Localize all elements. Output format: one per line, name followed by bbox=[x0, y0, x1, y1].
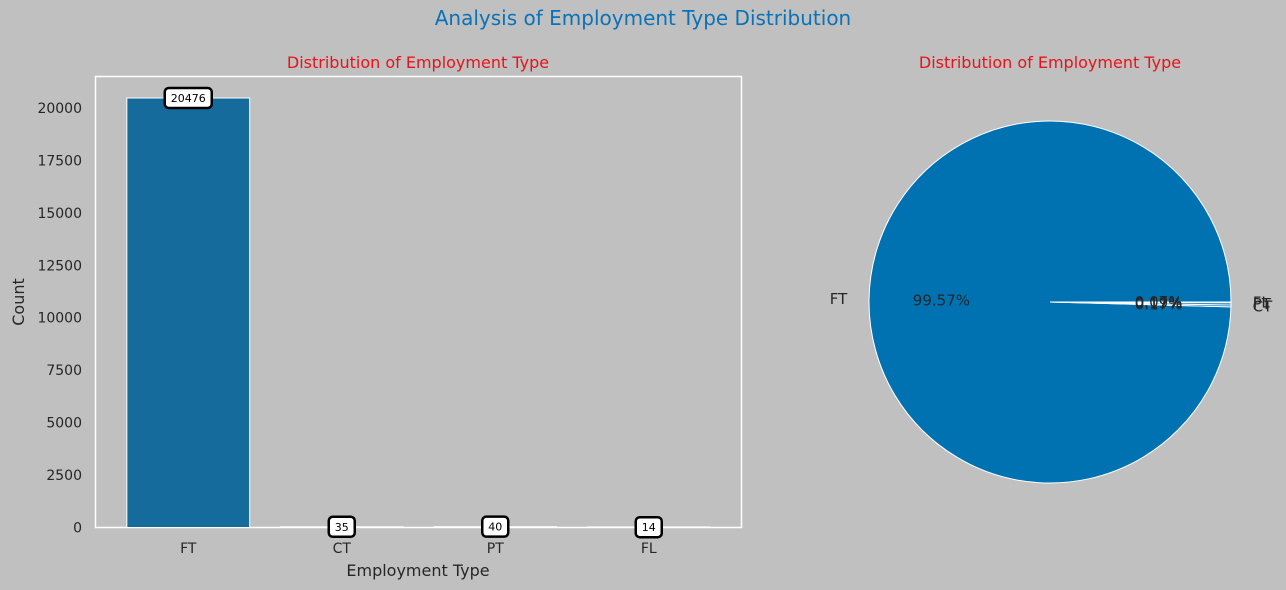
pie-category-label: PT bbox=[1253, 295, 1272, 313]
bar-data-labels: 20476 35 40 14 bbox=[163, 86, 663, 539]
bar-data-label: 35 bbox=[327, 515, 356, 539]
bar-data-label-text: 20476 bbox=[171, 92, 206, 105]
y-axis-ticks: 0 2500 5000 7500 10000 12500 15000 17500 20000 bbox=[37, 101, 82, 537]
bar-data-label-text: 40 bbox=[488, 521, 502, 534]
pie-slice-fl bbox=[1049, 301, 1232, 304]
pie-percent-label: 99.57% bbox=[913, 292, 970, 310]
y-tick-label: 0 bbox=[73, 521, 82, 537]
figure-suptitle: Analysis of Employment Type Distribution bbox=[434, 6, 852, 30]
bar-ft bbox=[126, 97, 251, 528]
x-tick-label: CT bbox=[333, 541, 352, 557]
pie-percent-label: 0.17% bbox=[1135, 295, 1183, 313]
x-tick-label: FT bbox=[180, 541, 197, 557]
y-tick-label: 12500 bbox=[37, 258, 82, 274]
pie-labels: FT 99.57% CT 0.17% PT 0.19% FL 0.07% bbox=[830, 290, 1273, 315]
pie-percent-label: 0.07% bbox=[1135, 293, 1183, 311]
pie-chart-title: Distribution of Employment Type bbox=[919, 53, 1181, 72]
y-tick-label: 15000 bbox=[37, 206, 82, 222]
bar-data-label-text: 14 bbox=[642, 521, 656, 534]
pie-category-label: FT bbox=[830, 290, 848, 308]
bar-data-label: 40 bbox=[481, 515, 510, 538]
y-tick-label: 5000 bbox=[46, 416, 82, 432]
y-tick-label: 17500 bbox=[37, 153, 82, 169]
y-tick-label: 20000 bbox=[37, 101, 82, 117]
pie-percent-label: 0.19% bbox=[1135, 294, 1183, 312]
pie-category-label: FL bbox=[1253, 293, 1271, 311]
bar-chart: Distribution of Employment Type 0 2500 500… bbox=[9, 53, 743, 580]
x-axis-ticks: FT CT PT FL bbox=[180, 541, 657, 557]
x-axis-label: Employment Type bbox=[346, 561, 489, 580]
pie-category-label: CT bbox=[1253, 297, 1273, 315]
bar-data-label: 14 bbox=[634, 515, 663, 539]
pie-chart: Distribution of Employment Type FT 99.57%… bbox=[830, 53, 1273, 484]
x-tick-label: PT bbox=[487, 541, 504, 557]
bar-data-label: 20476 bbox=[163, 86, 213, 110]
pie-slices bbox=[868, 120, 1232, 484]
bar-chart-title: Distribution of Employment Type bbox=[287, 53, 549, 72]
y-axis-label: Count bbox=[9, 278, 28, 326]
y-tick-label: 7500 bbox=[46, 363, 82, 379]
x-tick-label: FL bbox=[641, 541, 657, 557]
y-tick-label: 10000 bbox=[37, 311, 82, 327]
y-tick-label: 2500 bbox=[46, 468, 82, 484]
bar-data-label-text: 35 bbox=[335, 521, 349, 534]
